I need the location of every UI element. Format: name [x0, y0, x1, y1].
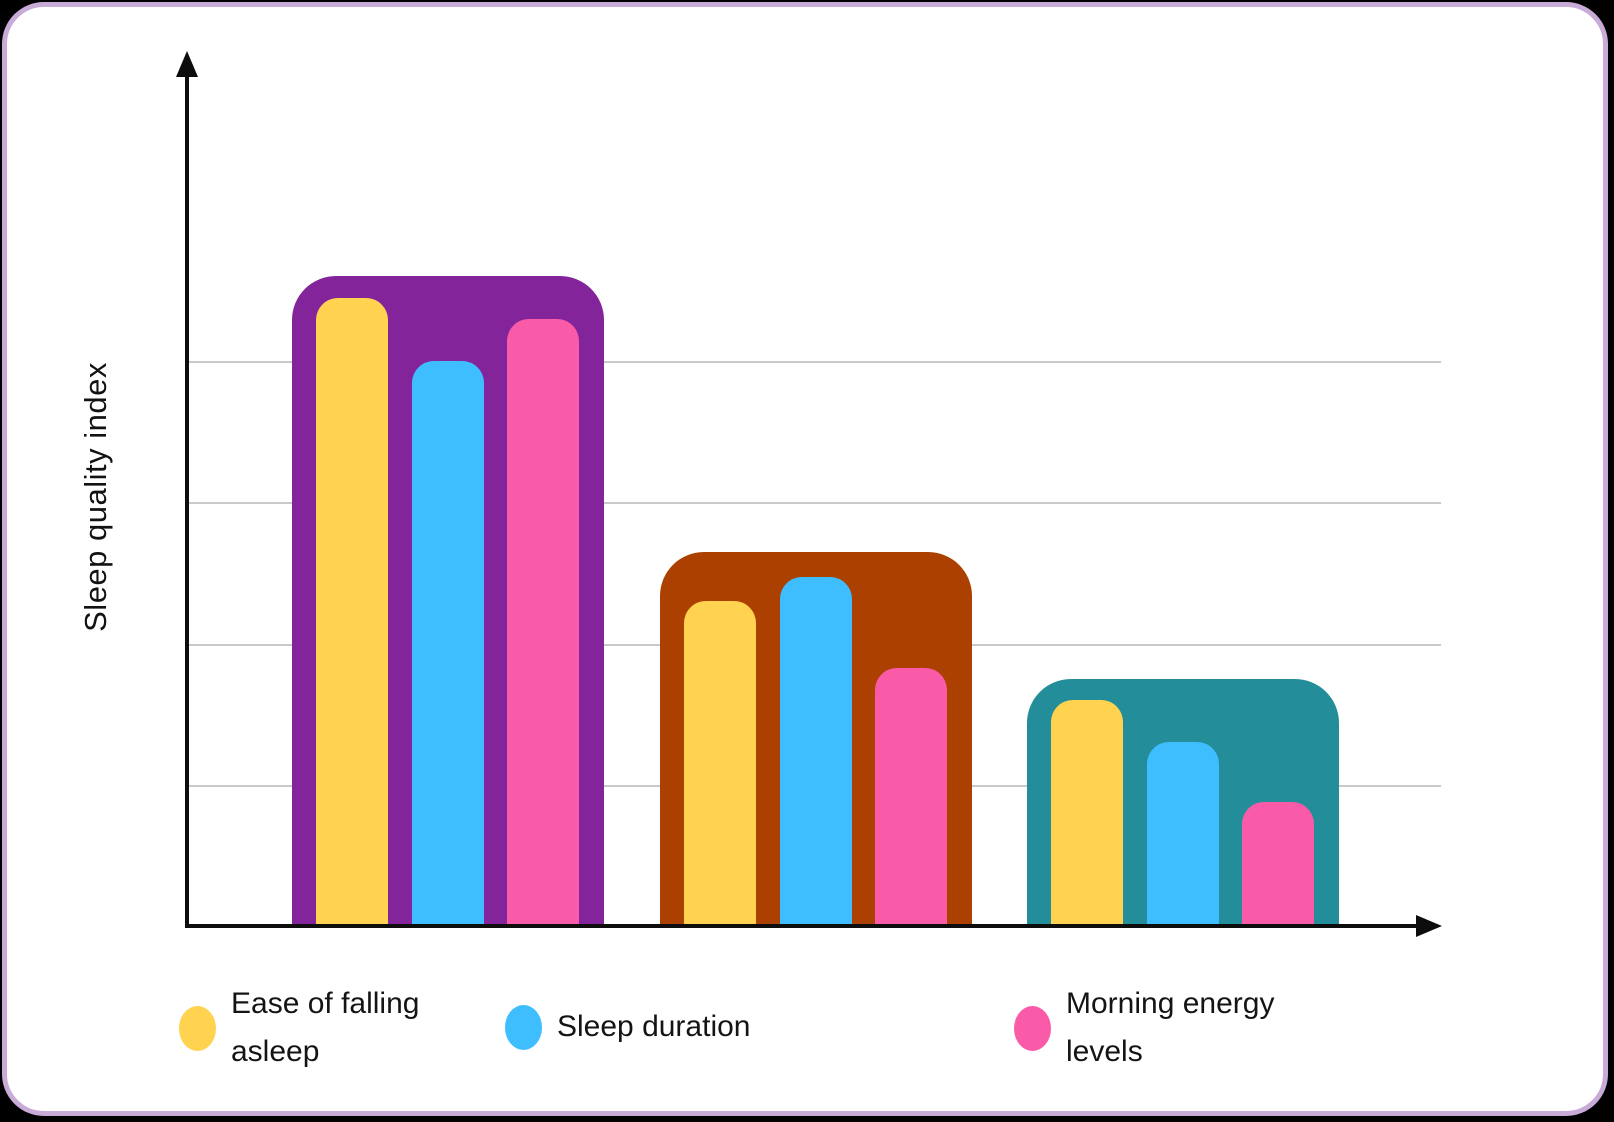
- series-bar: [507, 318, 579, 926]
- series-bar: [1242, 802, 1314, 926]
- series-bar: [412, 361, 484, 926]
- legend-label: Morning energy levels: [1066, 987, 1275, 1068]
- gridline: [187, 502, 1441, 505]
- x-axis-line: [185, 924, 1417, 928]
- legend-swatch-icon: [179, 1005, 216, 1051]
- series-bar: [875, 668, 947, 926]
- y-axis-label: Sleep quality index: [78, 362, 113, 632]
- x-axis-arrow-icon: [1416, 915, 1442, 937]
- legend-swatch-icon: [505, 1004, 542, 1050]
- series-bar: [1147, 742, 1219, 926]
- series-bar: [684, 601, 756, 926]
- series-bar: [1051, 700, 1123, 926]
- legend-item: Morning energy levels: [1014, 980, 1274, 1076]
- legend-item: Sleep duration: [505, 1003, 750, 1051]
- legend-item: Ease of falling asleep: [179, 980, 419, 1076]
- y-axis-arrow-icon: [176, 51, 198, 77]
- legend-label: Ease of falling asleep: [231, 987, 420, 1068]
- gridline: [187, 361, 1441, 364]
- series-bar: [780, 576, 852, 926]
- y-axis-line: [185, 71, 189, 927]
- legend-swatch-icon: [1014, 1005, 1051, 1051]
- series-bar: [316, 297, 388, 926]
- legend-label: Sleep duration: [557, 1010, 751, 1043]
